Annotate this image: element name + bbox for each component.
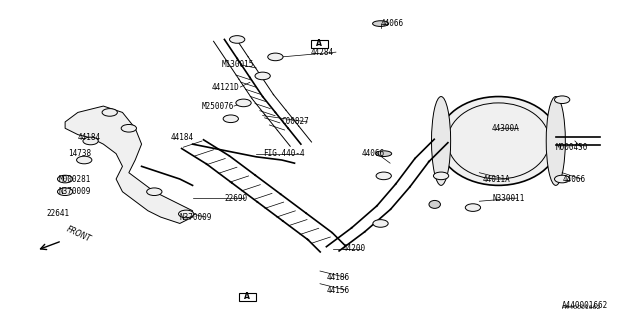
Circle shape [179, 210, 194, 218]
Text: 44121D: 44121D [212, 83, 239, 92]
FancyBboxPatch shape [311, 40, 328, 48]
Ellipse shape [438, 97, 559, 185]
PathPatch shape [65, 106, 193, 223]
Circle shape [83, 137, 99, 145]
Text: 44066: 44066 [562, 174, 585, 184]
Text: 44184: 44184 [78, 133, 101, 142]
Ellipse shape [376, 151, 392, 156]
Text: 44011A: 44011A [483, 174, 510, 184]
Ellipse shape [429, 200, 440, 208]
Text: 14738: 14738 [68, 149, 92, 158]
FancyBboxPatch shape [239, 292, 255, 301]
Text: 44184: 44184 [170, 133, 193, 142]
Ellipse shape [431, 97, 451, 185]
Ellipse shape [546, 97, 565, 185]
Text: M130015: M130015 [221, 60, 253, 69]
Text: 44156: 44156 [326, 285, 349, 295]
Text: M000450: M000450 [556, 143, 588, 152]
Text: 44200: 44200 [342, 244, 365, 253]
Circle shape [102, 108, 117, 116]
Text: 44284: 44284 [310, 48, 333, 57]
Ellipse shape [372, 21, 388, 27]
Text: 44186: 44186 [326, 273, 349, 282]
Circle shape [147, 188, 162, 196]
Text: FRONT: FRONT [65, 225, 92, 244]
Text: N370009: N370009 [59, 187, 91, 196]
Text: A440001662: A440001662 [562, 305, 602, 310]
Circle shape [465, 204, 481, 212]
Text: A: A [244, 292, 250, 301]
Circle shape [77, 156, 92, 164]
Circle shape [255, 72, 270, 80]
Text: 22690: 22690 [225, 194, 248, 203]
Text: C00827: C00827 [282, 117, 310, 126]
Circle shape [554, 96, 570, 104]
Text: FIG.440-4: FIG.440-4 [262, 149, 304, 158]
Text: A440001662: A440001662 [562, 301, 609, 310]
Circle shape [373, 220, 388, 227]
Circle shape [376, 172, 392, 180]
Circle shape [433, 172, 449, 180]
Circle shape [121, 124, 136, 132]
Text: 22641: 22641 [46, 209, 69, 219]
Text: 44066: 44066 [362, 149, 385, 158]
Text: 44300A: 44300A [492, 124, 520, 133]
Text: A: A [316, 39, 323, 48]
Circle shape [268, 53, 283, 61]
Circle shape [236, 99, 251, 107]
Circle shape [223, 115, 239, 123]
Text: M000281: M000281 [59, 174, 91, 184]
Text: M250076: M250076 [202, 101, 234, 111]
Circle shape [58, 175, 73, 183]
Circle shape [230, 36, 245, 43]
Text: 44066: 44066 [381, 19, 404, 28]
Text: N370009: N370009 [180, 212, 212, 222]
Circle shape [554, 175, 570, 183]
Circle shape [58, 188, 73, 196]
Text: N330011: N330011 [492, 194, 524, 203]
